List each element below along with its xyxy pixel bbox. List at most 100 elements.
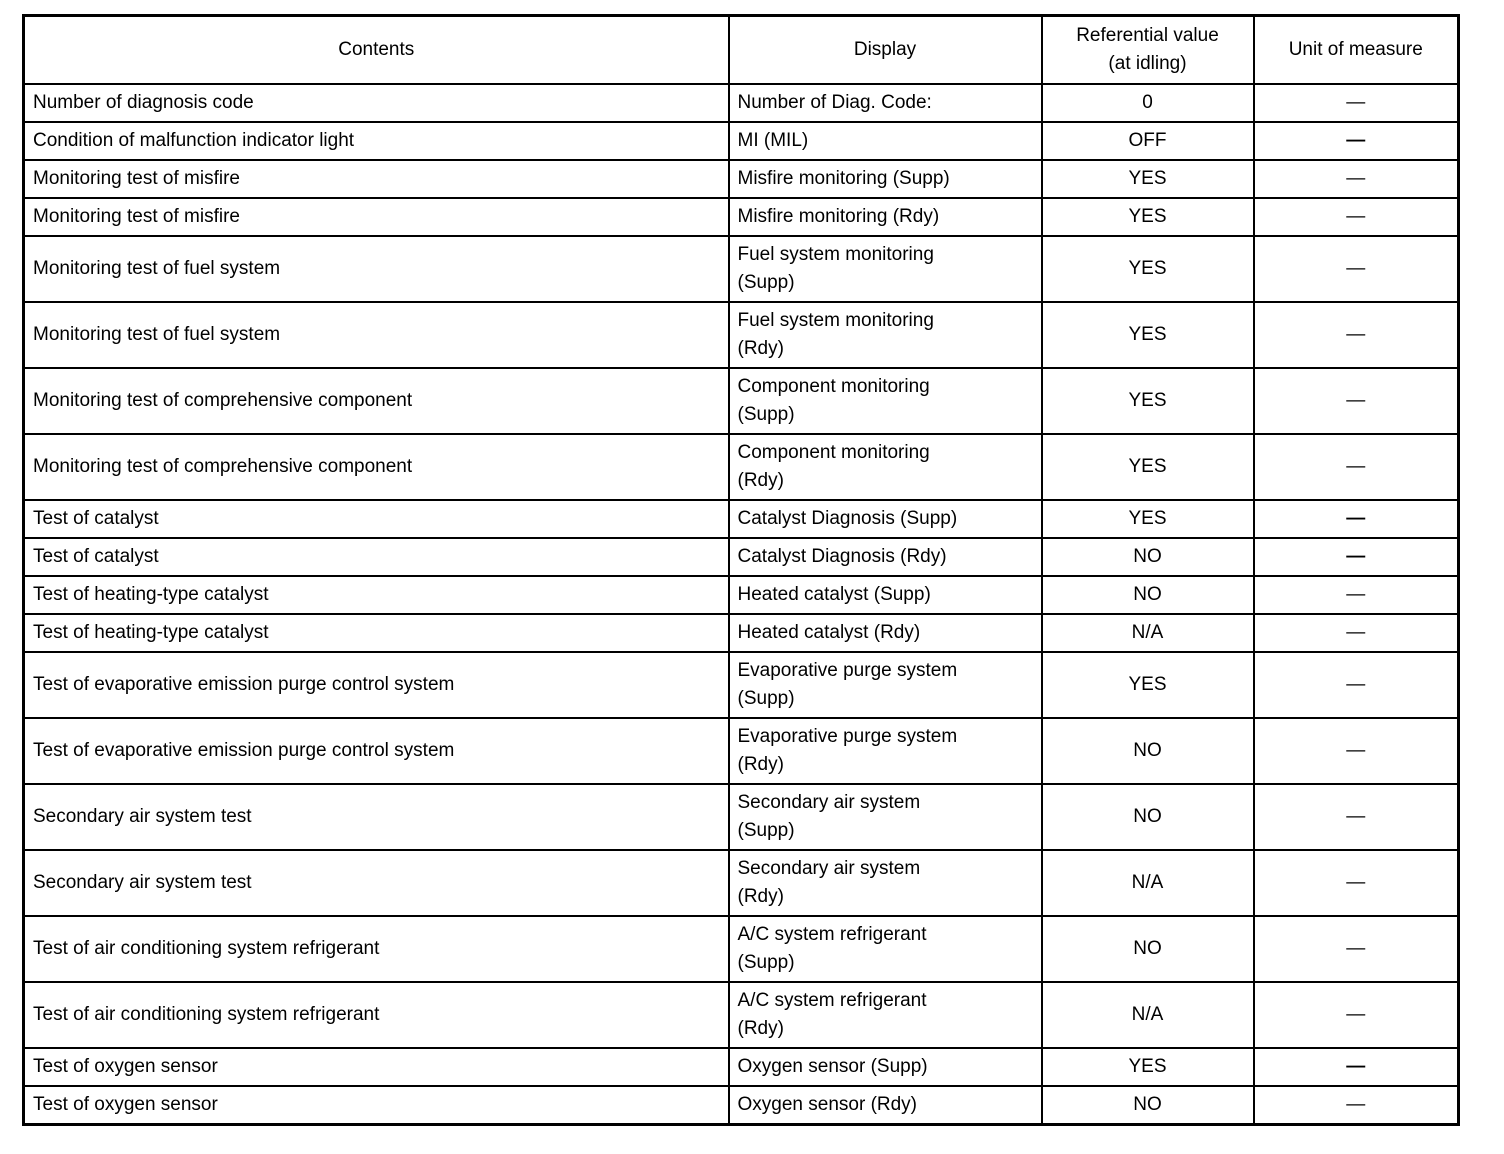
display-cell: A/C system refrigerant (Supp): [727, 915, 1043, 983]
contents-cell: Number of diagnosis code: [22, 83, 730, 123]
display-cell: A/C system refrigerant (Rdy): [727, 981, 1043, 1049]
referential-value-cell: YES: [1040, 301, 1255, 369]
table-row: Test of evaporative emission purge contr…: [22, 717, 1460, 785]
table-row: Monitoring test of misfire Misfire monito…: [22, 197, 1460, 237]
table-row: Monitoring test of misfire Misfire monito…: [22, 159, 1460, 199]
table-row: Test of oxygen sensor Oxygen sensor (Rdy)…: [22, 1085, 1460, 1126]
unit-cell: —: [1252, 433, 1460, 501]
header-unit-of-measure: Unit of measure: [1252, 14, 1460, 85]
display-cell: Catalyst Diagnosis (Supp): [727, 499, 1043, 539]
unit-cell: —: [1252, 537, 1460, 577]
contents-cell: Monitoring test of fuel system: [22, 301, 730, 369]
display-cell: Heated catalyst (Supp): [727, 575, 1043, 615]
referential-value-cell: YES: [1040, 499, 1255, 539]
header-display: Display: [727, 14, 1043, 85]
display-cell: Misfire monitoring (Supp): [727, 159, 1043, 199]
contents-cell: Monitoring test of misfire: [22, 197, 730, 237]
contents-cell: Test of air conditioning system refriger…: [22, 981, 730, 1049]
table-row: Test of evaporative emission purge contr…: [22, 651, 1460, 719]
display-cell: Secondary air system (Supp): [727, 783, 1043, 851]
display-cell: Oxygen sensor (Supp): [727, 1047, 1043, 1087]
display-cell: Evaporative purge system (Supp): [727, 651, 1043, 719]
contents-cell: Secondary air system test: [22, 849, 730, 917]
display-cell: Number of Diag. Code:: [727, 83, 1043, 123]
unit-cell: —: [1252, 83, 1460, 123]
contents-cell: Condition of malfunction indicator light: [22, 121, 730, 161]
contents-cell: Test of oxygen sensor: [22, 1047, 730, 1087]
contents-cell: Test of evaporative emission purge contr…: [22, 717, 730, 785]
referential-value-cell: YES: [1040, 433, 1255, 501]
referential-value-cell: N/A: [1040, 849, 1255, 917]
display-cell: Heated catalyst (Rdy): [727, 613, 1043, 653]
unit-cell: —: [1252, 717, 1460, 785]
referential-value-cell: YES: [1040, 235, 1255, 303]
unit-cell: —: [1252, 849, 1460, 917]
unit-cell: —: [1252, 367, 1460, 435]
header-referential-value: Referential value (at idling): [1040, 14, 1255, 85]
unit-cell: —: [1252, 159, 1460, 199]
contents-cell: Test of evaporative emission purge contr…: [22, 651, 730, 719]
table-header-row: Contents Display Referential value (at i…: [22, 14, 1460, 85]
contents-cell: Test of catalyst: [22, 499, 730, 539]
table-row: Test of heating-type catalyst Heated cata…: [22, 575, 1460, 615]
table-row: Monitoring test of comprehensive compone…: [22, 433, 1460, 501]
header-contents: Contents: [22, 14, 730, 85]
referential-value-cell: NO: [1040, 1085, 1255, 1126]
display-cell: Component monitoring (Rdy): [727, 433, 1043, 501]
referential-value-cell: NO: [1040, 575, 1255, 615]
display-cell: Secondary air system (Rdy): [727, 849, 1043, 917]
unit-cell: —: [1252, 235, 1460, 303]
referential-value-cell: YES: [1040, 197, 1255, 237]
unit-cell: —: [1252, 651, 1460, 719]
contents-cell: Monitoring test of comprehensive compone…: [22, 433, 730, 501]
contents-cell: Test of air conditioning system refriger…: [22, 915, 730, 983]
table-row: Secondary air system test Secondary air s…: [22, 783, 1460, 851]
referential-value-cell: YES: [1040, 159, 1255, 199]
referential-value-cell: NO: [1040, 537, 1255, 577]
contents-cell: Monitoring test of misfire: [22, 159, 730, 199]
unit-cell: —: [1252, 915, 1460, 983]
unit-cell: —: [1252, 1047, 1460, 1087]
table-row: Test of catalyst Catalyst Diagnosis (Rdy)…: [22, 537, 1460, 577]
display-cell: Catalyst Diagnosis (Rdy): [727, 537, 1043, 577]
display-cell: Fuel system monitoring (Supp): [727, 235, 1043, 303]
table-row: Test of oxygen sensor Oxygen sensor (Supp…: [22, 1047, 1460, 1087]
contents-cell: Monitoring test of fuel system: [22, 235, 730, 303]
referential-value-cell: NO: [1040, 783, 1255, 851]
table-row: Test of air conditioning system refriger…: [22, 915, 1460, 983]
contents-cell: Test of catalyst: [22, 537, 730, 577]
table-row: Test of catalyst Catalyst Diagnosis (Supp…: [22, 499, 1460, 539]
unit-cell: —: [1252, 301, 1460, 369]
unit-cell: —: [1252, 197, 1460, 237]
referential-value-cell: YES: [1040, 651, 1255, 719]
unit-cell: —: [1252, 613, 1460, 653]
unit-cell: —: [1252, 121, 1460, 161]
unit-cell: —: [1252, 981, 1460, 1049]
contents-cell: Secondary air system test: [22, 783, 730, 851]
table-row: Secondary air system test Secondary air s…: [22, 849, 1460, 917]
display-cell: Misfire monitoring (Rdy): [727, 197, 1043, 237]
referential-value-cell: N/A: [1040, 981, 1255, 1049]
table-row: Monitoring test of fuel system Fuel syste…: [22, 235, 1460, 303]
contents-cell: Test of heating-type catalyst: [22, 575, 730, 615]
table-row: Condition of malfunction indicator light…: [22, 121, 1460, 161]
referential-value-cell: YES: [1040, 1047, 1255, 1087]
referential-value-cell: OFF: [1040, 121, 1255, 161]
diagnostic-readout-table: Contents Display Referential value (at i…: [22, 14, 1460, 1126]
referential-value-cell: NO: [1040, 717, 1255, 785]
contents-cell: Monitoring test of comprehensive compone…: [22, 367, 730, 435]
unit-cell: —: [1252, 783, 1460, 851]
table-row: Number of diagnosis code Number of Diag. …: [22, 83, 1460, 123]
table-row: Test of heating-type catalyst Heated cata…: [22, 613, 1460, 653]
table-row: Monitoring test of fuel system Fuel syste…: [22, 301, 1460, 369]
display-cell: Fuel system monitoring (Rdy): [727, 301, 1043, 369]
contents-cell: Test of heating-type catalyst: [22, 613, 730, 653]
display-cell: Evaporative purge system (Rdy): [727, 717, 1043, 785]
unit-cell: —: [1252, 1085, 1460, 1126]
table-body: Number of diagnosis code Number of Diag. …: [22, 83, 1460, 1126]
display-cell: Oxygen sensor (Rdy): [727, 1085, 1043, 1126]
table-row: Monitoring test of comprehensive compone…: [22, 367, 1460, 435]
contents-cell: Test of oxygen sensor: [22, 1085, 730, 1126]
unit-cell: —: [1252, 499, 1460, 539]
